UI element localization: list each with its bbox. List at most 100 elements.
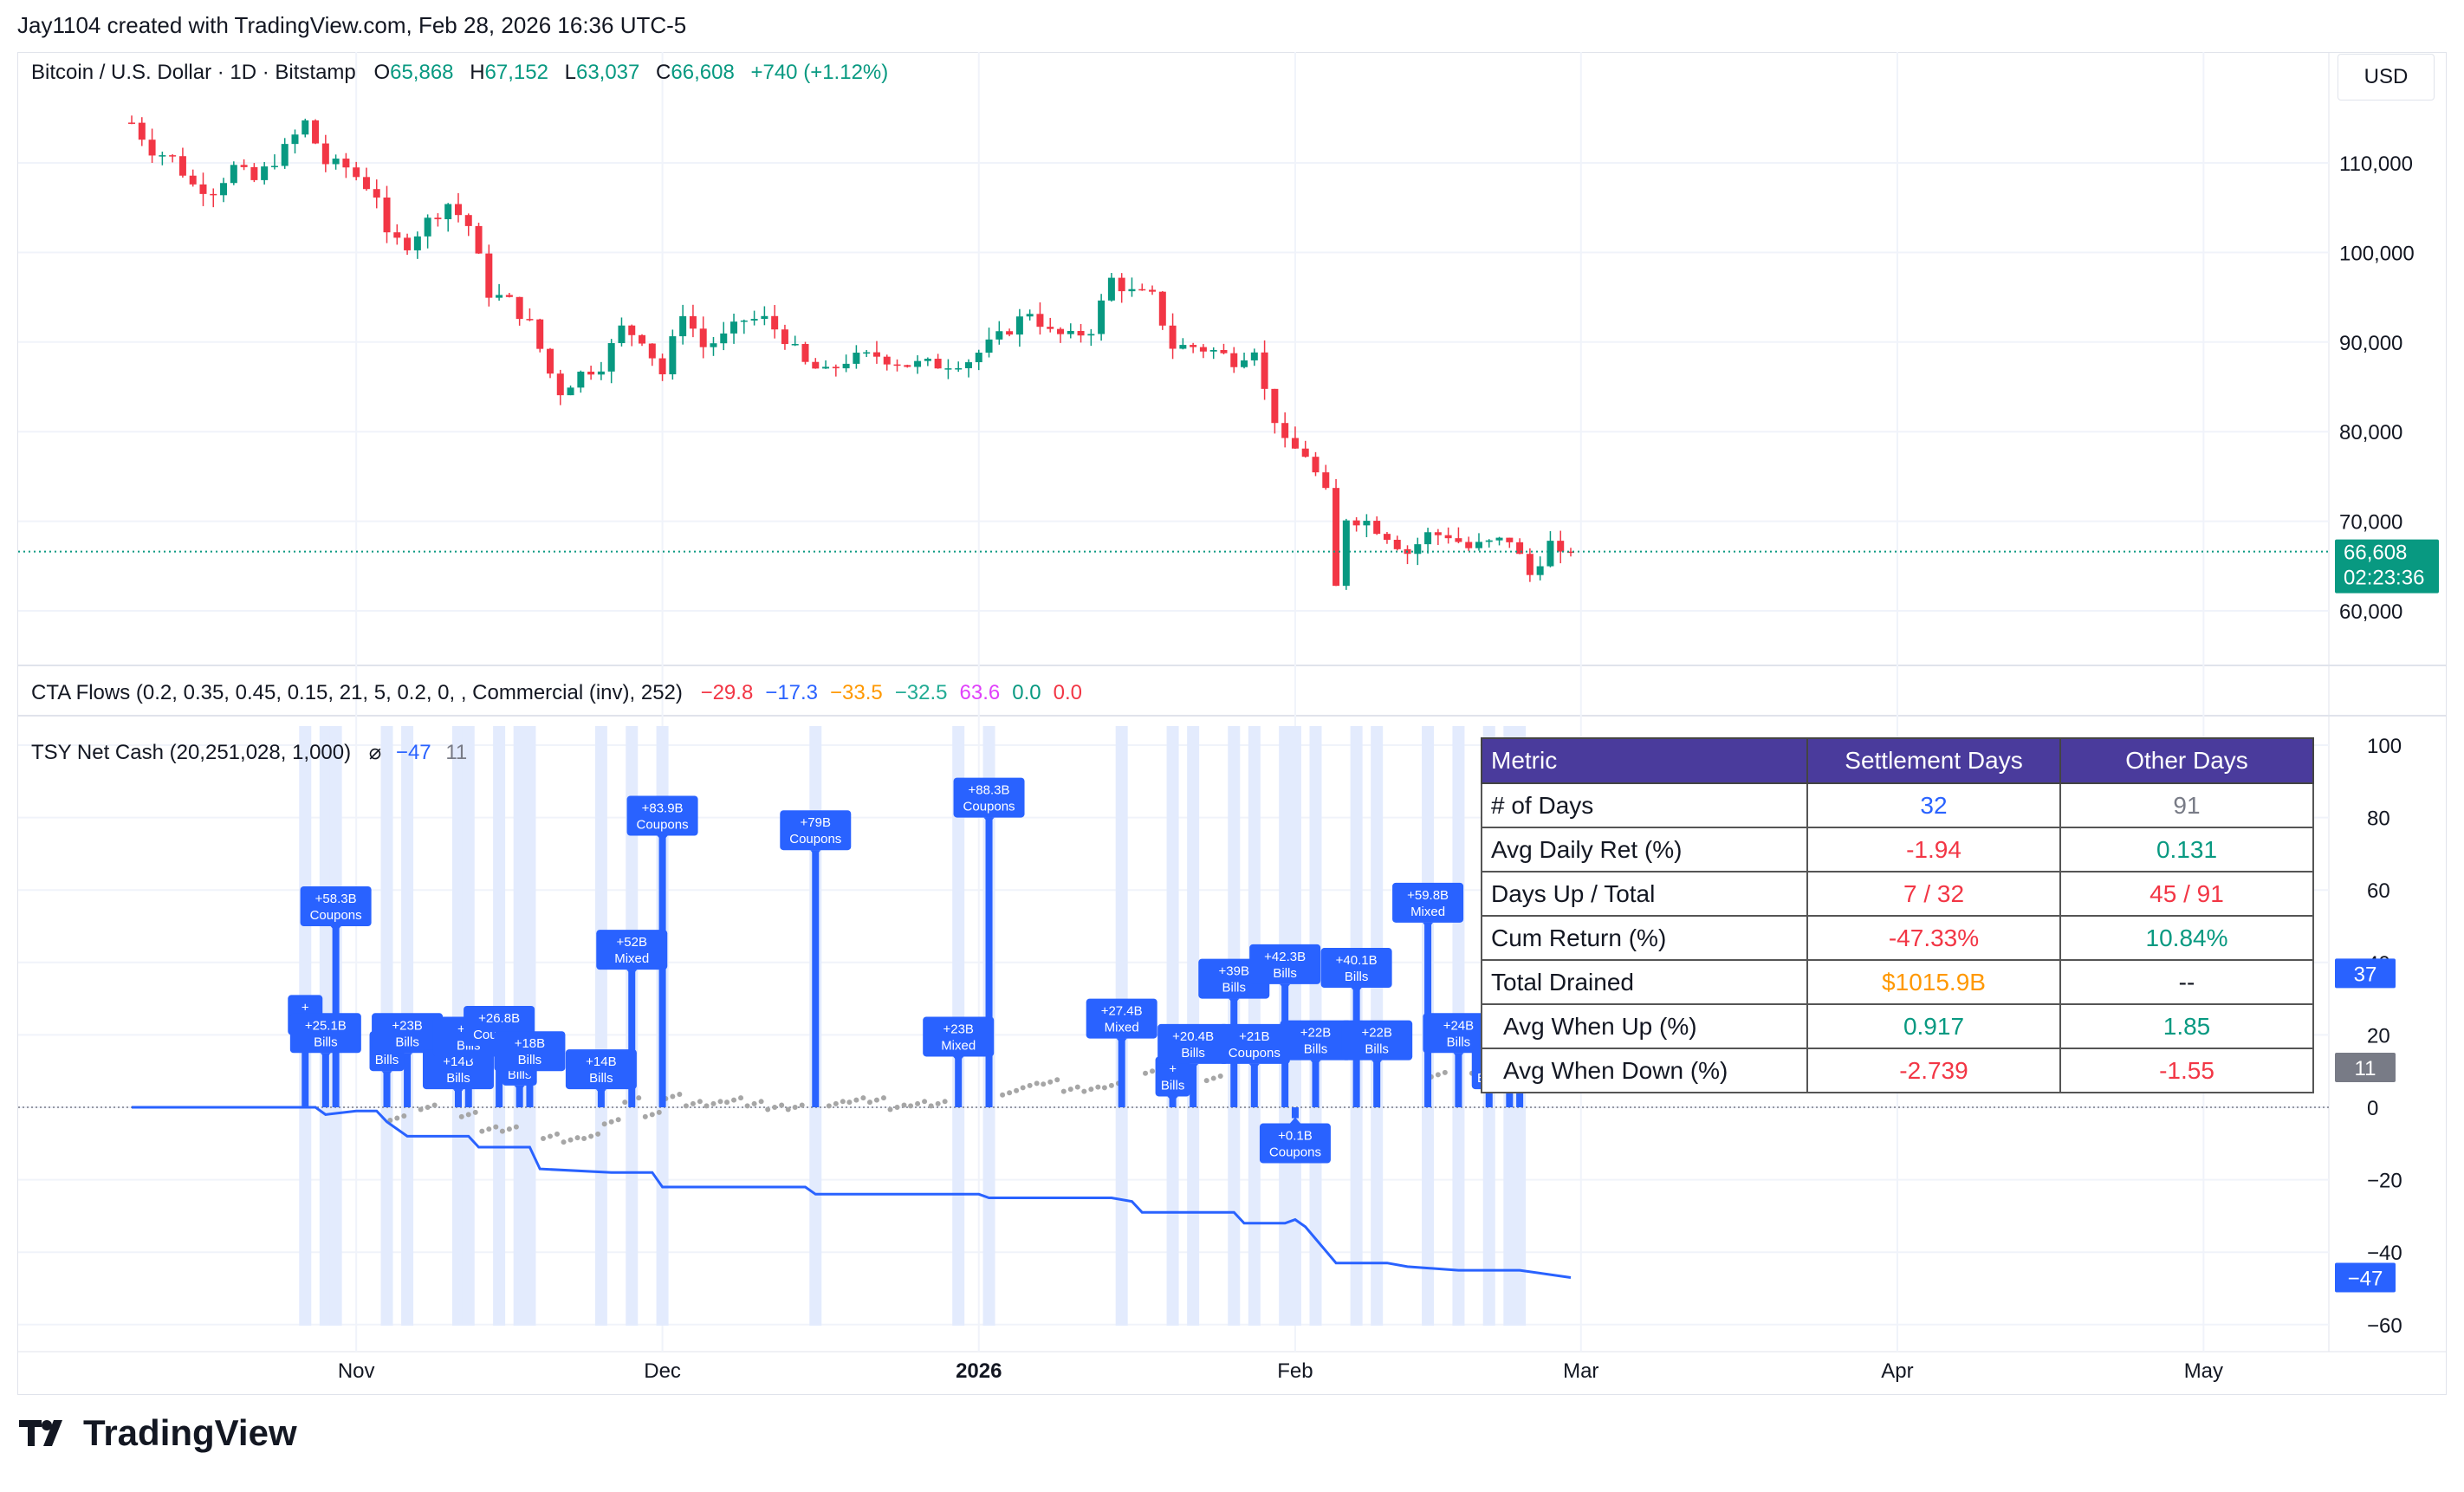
- candle[interactable]: [1383, 532, 1391, 544]
- settlement-label[interactable]: +59.8B Mixed: [1392, 882, 1464, 929]
- candle[interactable]: [220, 178, 228, 203]
- candle[interactable]: [1455, 527, 1462, 544]
- settlement-label[interactable]: +88.3B Coupons: [953, 777, 1025, 824]
- cumulative-drain-line[interactable]: [132, 1106, 1572, 1279]
- candle[interactable]: [761, 306, 768, 326]
- candle[interactable]: [1495, 536, 1503, 546]
- settlement-label[interactable]: +14B Bills: [565, 1049, 637, 1096]
- settlement-label[interactable]: +20.4B Bills: [1157, 1023, 1229, 1070]
- candle[interactable]: [1567, 548, 1574, 557]
- candle[interactable]: [250, 163, 258, 183]
- candle[interactable]: [639, 334, 646, 347]
- candlestick-series[interactable]: [128, 115, 1574, 590]
- candle[interactable]: [1261, 340, 1268, 400]
- candle[interactable]: [658, 354, 666, 381]
- candle[interactable]: [1363, 514, 1371, 538]
- candle[interactable]: [199, 172, 207, 206]
- symbol-title[interactable]: Bitcoin / U.S. Dollar · 1D · Bitstamp: [31, 61, 356, 84]
- candle[interactable]: [934, 354, 942, 369]
- candle[interactable]: [1015, 308, 1023, 347]
- settlement-bar[interactable]: [597, 1089, 605, 1107]
- candle[interactable]: [404, 233, 412, 256]
- candle[interactable]: [1241, 352, 1248, 369]
- candle[interactable]: [801, 341, 809, 365]
- candle[interactable]: [148, 128, 156, 163]
- candle[interactable]: [1404, 545, 1411, 565]
- settlement-bar[interactable]: [1190, 1063, 1197, 1107]
- candle[interactable]: [1342, 518, 1350, 590]
- candle[interactable]: [1271, 388, 1279, 434]
- settlement-bar[interactable]: [1312, 1060, 1320, 1107]
- candle[interactable]: [1250, 348, 1258, 367]
- settlement-bar[interactable]: [383, 1071, 391, 1107]
- candle[interactable]: [1444, 527, 1452, 544]
- candle[interactable]: [515, 296, 523, 326]
- brand[interactable]: TradingView: [19, 1412, 297, 1454]
- candle[interactable]: [883, 354, 891, 371]
- settlement-label[interactable]: + Bills: [1155, 1056, 1190, 1103]
- settlement-label[interactable]: +25.1B Bills: [289, 1013, 361, 1060]
- candle[interactable]: [1138, 283, 1146, 291]
- candle[interactable]: [893, 359, 901, 372]
- candle[interactable]: [1475, 533, 1482, 551]
- candle[interactable]: [464, 213, 472, 237]
- settlement-bar[interactable]: [1485, 1089, 1493, 1107]
- settlement-label[interactable]: +21B Coupons: [1218, 1023, 1290, 1070]
- settlement-bar[interactable]: [526, 1071, 534, 1107]
- candle[interactable]: [577, 370, 585, 393]
- candle[interactable]: [597, 361, 605, 380]
- candle[interactable]: [383, 185, 391, 243]
- settlement-label[interactable]: +27.4B Mixed: [1086, 998, 1157, 1045]
- candle[interactable]: [1190, 342, 1197, 354]
- candle[interactable]: [169, 154, 177, 163]
- candle[interactable]: [556, 369, 564, 405]
- candle[interactable]: [1291, 426, 1299, 449]
- candle[interactable]: [210, 188, 217, 208]
- candle[interactable]: [1118, 273, 1125, 303]
- candle[interactable]: [1312, 451, 1320, 477]
- candle[interactable]: [1006, 328, 1014, 337]
- candle[interactable]: [281, 138, 289, 169]
- candle[interactable]: [689, 304, 697, 338]
- settlement-bar[interactable]: [454, 1089, 462, 1107]
- candle[interactable]: [270, 154, 278, 170]
- settlement-bar[interactable]: [1250, 1063, 1258, 1107]
- candle[interactable]: [1322, 464, 1330, 490]
- settlement-bar[interactable]: [1118, 1038, 1125, 1107]
- settlement-bar[interactable]: [658, 835, 666, 1108]
- candle[interactable]: [607, 339, 615, 384]
- candle[interactable]: [740, 319, 748, 334]
- settlement-bar[interactable]: [985, 817, 993, 1107]
- settlement-label[interactable]: +83.9B Coupons: [626, 795, 698, 842]
- candle[interactable]: [1169, 313, 1177, 360]
- candle[interactable]: [863, 349, 871, 357]
- candle[interactable]: [413, 231, 421, 259]
- candle[interactable]: [373, 179, 380, 209]
- candle[interactable]: [1087, 328, 1095, 347]
- candle[interactable]: [1107, 273, 1115, 302]
- settlement-bar[interactable]: [496, 1045, 503, 1107]
- candle[interactable]: [240, 159, 248, 171]
- candle[interactable]: [178, 147, 186, 178]
- tsy-indicator-name[interactable]: TSY Net Cash (20,251,028, 1,000): [31, 741, 352, 764]
- candle[interactable]: [1333, 478, 1340, 587]
- candle[interactable]: [924, 357, 931, 367]
- candle[interactable]: [730, 313, 738, 344]
- candle[interactable]: [812, 358, 820, 369]
- candle[interactable]: [1506, 537, 1514, 548]
- candle[interactable]: [1526, 548, 1534, 582]
- candle[interactable]: [1352, 516, 1360, 532]
- candle[interactable]: [505, 293, 513, 298]
- candle[interactable]: [1149, 285, 1157, 295]
- settlement-label[interactable]: +79B Coupons: [780, 810, 852, 857]
- candle[interactable]: [128, 115, 136, 125]
- candle[interactable]: [332, 154, 340, 170]
- candle[interactable]: [261, 162, 269, 185]
- candle[interactable]: [1047, 317, 1054, 333]
- candle[interactable]: [872, 341, 880, 364]
- candle[interactable]: [230, 161, 237, 185]
- candle[interactable]: [964, 359, 972, 378]
